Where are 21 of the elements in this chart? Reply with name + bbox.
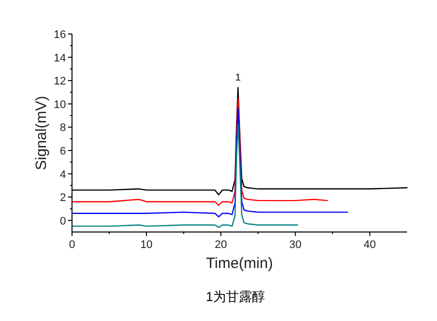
x-tick-label: 40 [364, 239, 376, 251]
text: 1为甘露醇 [206, 289, 266, 304]
y-tick-label: 10 [54, 98, 66, 111]
y-tick-label: 2 [60, 192, 66, 204]
line-series [71, 123, 298, 228]
x-axis-title: Time(min) [206, 255, 273, 272]
y-tick-label: 0 [60, 215, 66, 228]
x-tick-label: 10 [140, 239, 153, 251]
x-tick-label: 30 [289, 239, 302, 251]
x-tick-label: 0 [68, 239, 76, 251]
y-tick-label: 12 [54, 76, 66, 88]
y-tick-label: 16 [54, 29, 66, 41]
annotation: 1 [235, 72, 242, 84]
y-tick-label: 6 [60, 145, 66, 158]
y-tick-label: 8 [60, 122, 66, 134]
x-tick-label: 20 [214, 239, 228, 251]
line-series [71, 108, 348, 218]
y-axis-title: Signal(mV) [33, 96, 50, 170]
y-tick-label: 14 [54, 52, 66, 64]
y-tick-label: 4 [60, 168, 66, 181]
line-series [71, 97, 328, 206]
